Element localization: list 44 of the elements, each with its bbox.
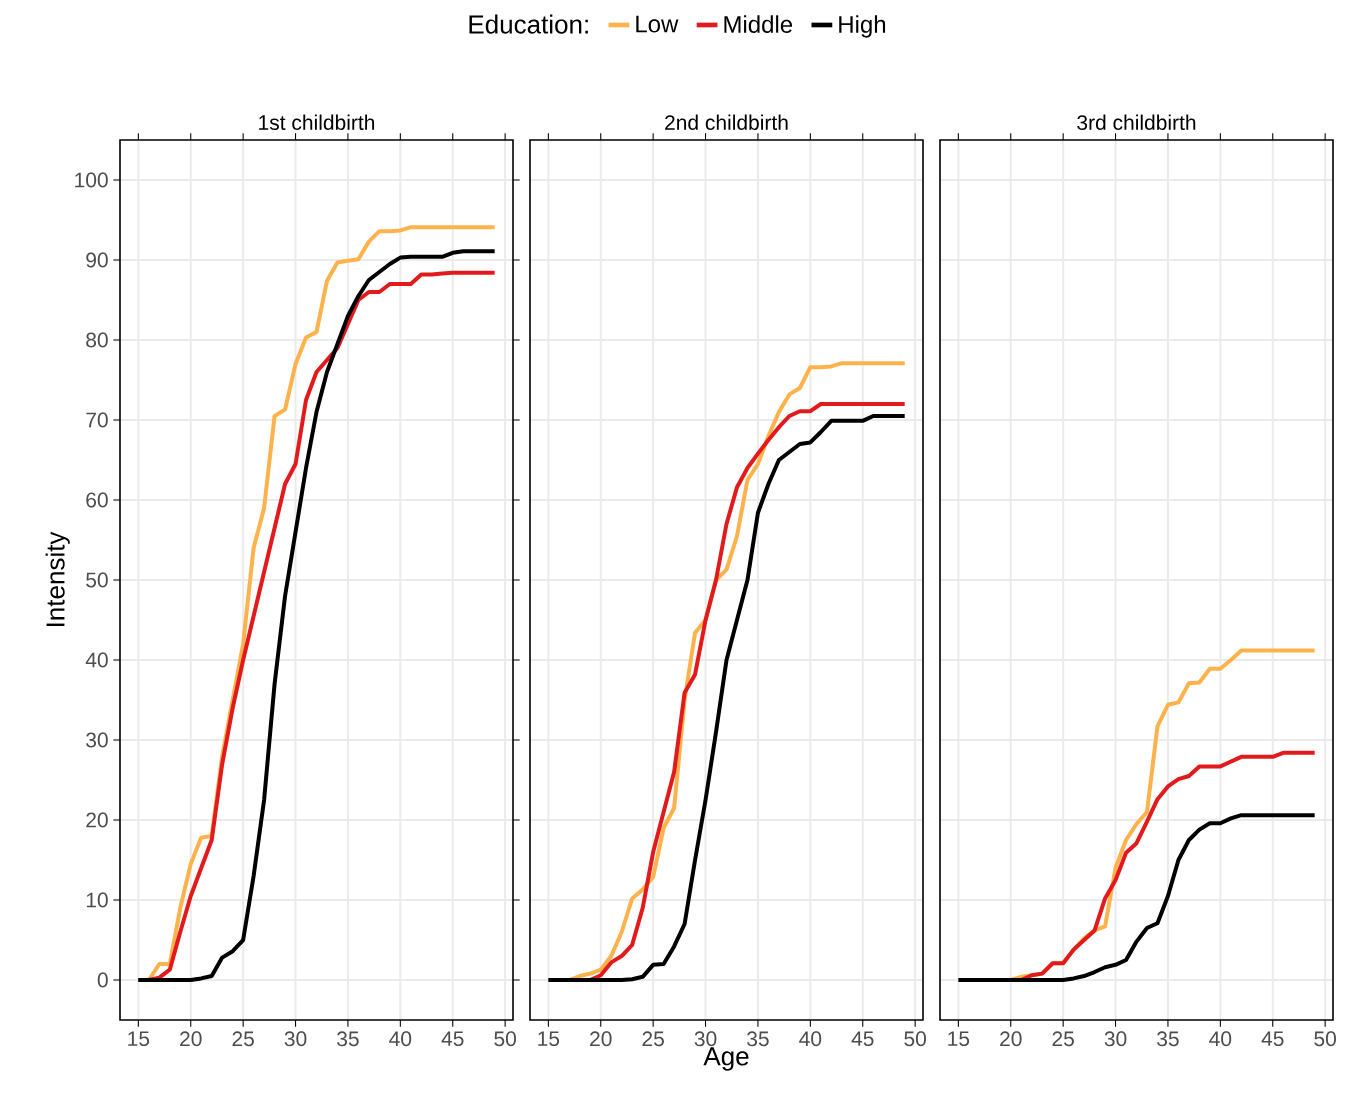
legend-label: High xyxy=(839,15,886,38)
legend-label: Middle xyxy=(724,15,793,33)
chart-title: 3rd childbirth xyxy=(1077,114,1196,131)
y-tick-label: 60 xyxy=(86,492,108,508)
x-tick-label: 20 xyxy=(1000,1031,1022,1047)
x-tick-label: 30 xyxy=(1104,1031,1127,1047)
y-tick-label: 20 xyxy=(86,812,108,828)
legend-label: Low xyxy=(636,15,679,33)
x-tick-label: 45 xyxy=(441,1031,464,1047)
x-tick-label: 35 xyxy=(747,1031,769,1047)
x-tick-label: 45 xyxy=(851,1031,874,1047)
y-tick-label: 30 xyxy=(86,732,108,748)
x-tick-label: 20 xyxy=(590,1031,612,1047)
y-tick-label: 0 xyxy=(97,972,108,988)
x-tick-label: 30 xyxy=(694,1031,717,1047)
x-tick-label: 50 xyxy=(904,1031,926,1047)
x-tick-label: 50 xyxy=(494,1031,516,1047)
chart-title: 2nd childbirth xyxy=(665,114,788,131)
x-tick-label: 30 xyxy=(284,1031,307,1047)
x-tick-label: 50 xyxy=(1314,1031,1336,1047)
y-tick-label: 40 xyxy=(85,652,108,668)
y-tick-label: 90 xyxy=(86,252,108,268)
chart-title: 1st childbirth xyxy=(259,114,375,131)
x-tick-label: 40 xyxy=(389,1031,412,1047)
x-tick-label: 25 xyxy=(1052,1031,1074,1047)
legend-title: Education: xyxy=(469,14,588,34)
x-tick-label: 15 xyxy=(128,1031,150,1047)
y-axis-title: Intensity xyxy=(45,531,70,627)
x-tick-label: 45 xyxy=(1261,1031,1284,1047)
y-tick-label: 100 xyxy=(75,172,108,188)
x-tick-label: 40 xyxy=(799,1031,822,1047)
y-tick-label: 80 xyxy=(86,332,108,348)
y-tick-label: 70 xyxy=(86,412,108,428)
x-axis-title: Age xyxy=(703,1047,749,1071)
x-tick-label: 20 xyxy=(180,1031,202,1047)
y-tick-label: 50 xyxy=(86,572,108,588)
x-tick-label: 25 xyxy=(232,1031,254,1047)
x-tick-label: 40 xyxy=(1209,1031,1232,1047)
x-tick-label: 25 xyxy=(642,1031,664,1047)
y-tick-label: 10 xyxy=(86,892,108,908)
x-tick-label: 15 xyxy=(948,1031,970,1047)
x-tick-label: 15 xyxy=(538,1031,560,1047)
x-tick-label: 35 xyxy=(1157,1031,1179,1047)
x-tick-label: 35 xyxy=(337,1031,359,1047)
